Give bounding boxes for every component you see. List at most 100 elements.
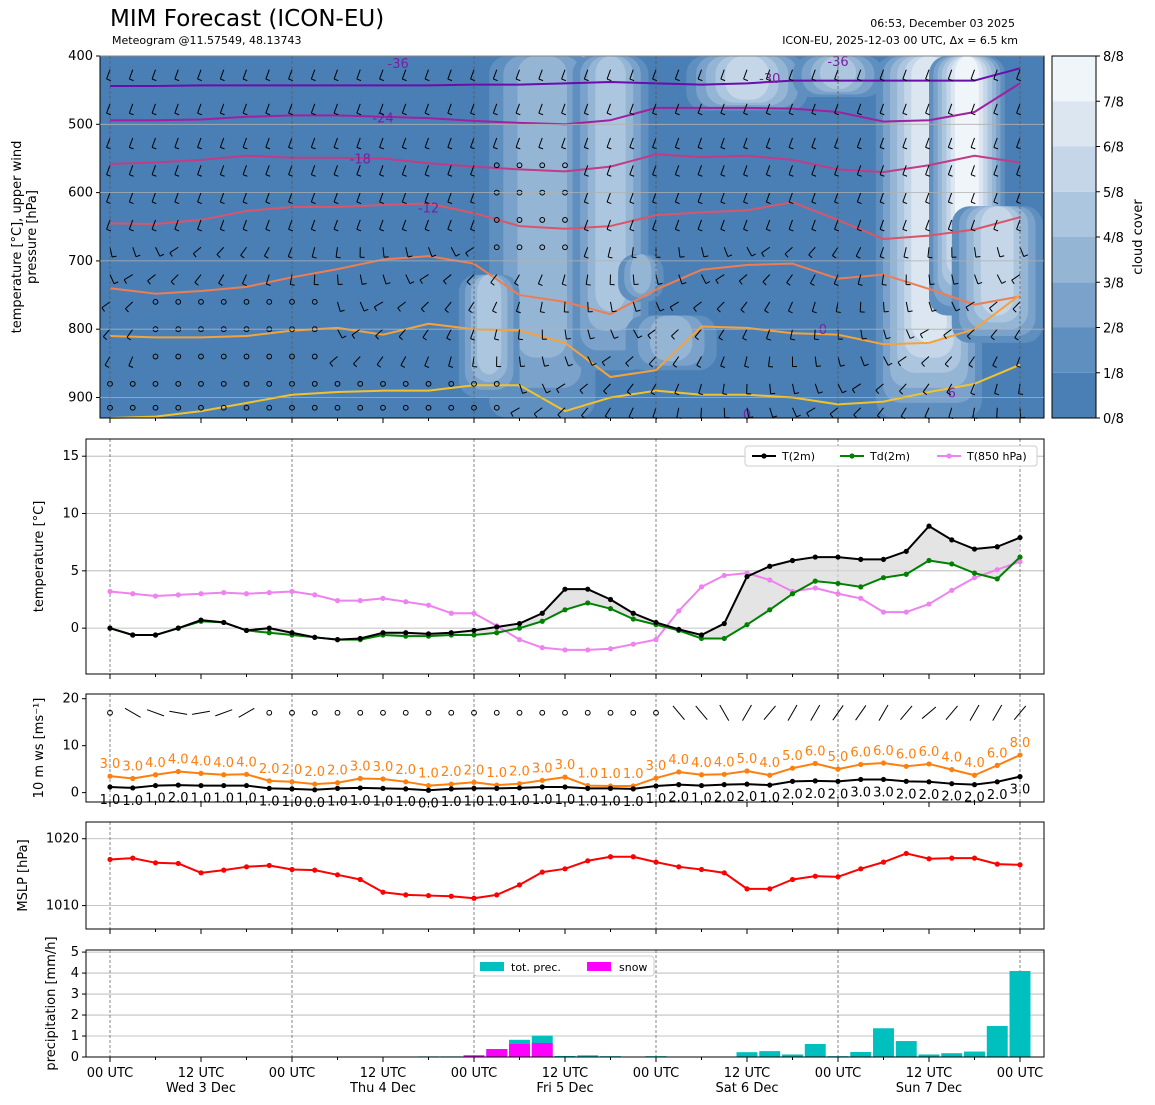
wind-barb	[541, 383, 547, 394]
mean-wind-data-label: 2.0	[737, 790, 758, 805]
wind-barb	[537, 274, 543, 284]
mean-wind-data-label: 0.0	[304, 796, 325, 811]
gust-data-label: 2.0	[327, 764, 348, 779]
wind-barb	[401, 219, 407, 230]
wind-barb-feather	[510, 412, 514, 417]
wind-barb	[765, 69, 771, 80]
wind-barb	[492, 301, 498, 312]
wind-barb	[216, 246, 225, 255]
calm-wind-circle	[289, 709, 295, 716]
wind-barb-feather	[748, 416, 754, 419]
wind-barb	[697, 137, 702, 148]
snow-bar	[486, 1049, 508, 1057]
series-td2m-point	[494, 630, 500, 636]
wind-barb-feather	[840, 364, 845, 367]
mean-wind-data-label: 1.0	[145, 792, 166, 807]
surface-wind-barb	[719, 704, 730, 721]
wind-barb	[674, 165, 680, 175]
calm-wind-circle	[334, 709, 341, 716]
surface-wind-barb	[742, 704, 752, 721]
wind-barb-feather	[788, 112, 794, 116]
wind-barb	[629, 137, 634, 148]
gust-data-label: 2.0	[304, 765, 325, 780]
tot-prec-bar	[804, 1043, 826, 1057]
wind-barb-feather	[490, 282, 495, 286]
wind-barb	[606, 219, 611, 230]
mean-wind-point	[107, 784, 113, 790]
mslp-point	[312, 867, 318, 873]
wind-barb	[784, 246, 793, 255]
gust-data-label: 6.0	[919, 745, 940, 760]
wind-barb-feather	[329, 362, 334, 367]
wind-barb-feather	[424, 146, 430, 150]
series-t850-point	[971, 575, 978, 581]
wind-barb-feather	[675, 112, 680, 116]
wind-barb-feather	[341, 335, 347, 339]
surface-wind-barb	[921, 706, 937, 719]
gust-data-label: 3.0	[373, 760, 394, 775]
wind-barb	[351, 328, 361, 336]
series-t850-point	[653, 637, 659, 643]
wind-barb-feather	[786, 282, 791, 286]
wind-barb	[583, 247, 589, 257]
wind-barb-feather	[818, 391, 823, 394]
prec-ytick-label: 3	[71, 987, 79, 1002]
surface-wind-barb	[832, 705, 844, 721]
mean-wind-data-label: 1.0	[555, 793, 576, 808]
calm-wind-circle	[539, 217, 546, 223]
wind-barb-feather	[857, 201, 862, 205]
series-td2m-point	[607, 606, 614, 612]
wind-barb	[674, 69, 680, 80]
wind-barb	[424, 165, 429, 175]
wind-barb	[356, 137, 361, 148]
mean-wind-data-label: 2.0	[828, 787, 849, 802]
wind-barb-feather	[681, 282, 687, 285]
wind-barb	[631, 247, 634, 258]
wind-barb	[444, 301, 452, 310]
mean-wind-data-label: 2.0	[919, 788, 940, 803]
wind-barb-feather	[242, 174, 248, 177]
wind-barb	[448, 356, 452, 367]
mean-wind-data-label: 1.0	[100, 793, 121, 808]
wind-barb-feather	[908, 310, 913, 313]
wind-barb	[356, 103, 361, 114]
legend-tot-prec-swatch	[480, 962, 504, 971]
wind-barb	[379, 219, 384, 230]
wind-barb-feather	[693, 307, 697, 312]
wind-barb	[632, 274, 635, 285]
wind-barb	[288, 192, 293, 203]
wind-barb-feather	[788, 310, 793, 314]
time-tick-label: 00 UTC	[633, 1066, 679, 1081]
series-t2m-point	[880, 556, 887, 562]
chart-title: MIM Forecast (ICON-EU)	[110, 6, 385, 32]
wind-barb	[151, 219, 156, 230]
series-t850-point	[152, 593, 159, 599]
wind-barb-feather	[311, 201, 316, 205]
wind-barb	[811, 165, 816, 175]
gust-data-label: 6.0	[896, 747, 917, 762]
wind-barb	[652, 137, 657, 148]
wind-barb-feather	[720, 201, 726, 205]
wind-barb	[465, 246, 475, 254]
wind-barb	[993, 165, 998, 175]
gust-point	[562, 774, 568, 780]
wind-barb	[811, 301, 816, 312]
wind-barb	[335, 247, 338, 258]
series-t2m-point	[926, 523, 932, 529]
wind-barb	[883, 301, 885, 312]
wind-barb	[765, 219, 771, 230]
wind-barb-feather	[629, 201, 635, 205]
wind-barb	[1016, 356, 1021, 367]
wind-barb-feather	[902, 78, 908, 82]
wind-barb-feather	[921, 362, 925, 367]
series-t2m-point	[471, 627, 477, 634]
wind-barb-feather	[356, 174, 362, 177]
wind-barb-feather	[584, 228, 589, 232]
wind-barb	[405, 274, 411, 284]
wind-barb	[925, 69, 930, 80]
wind-barb	[947, 69, 953, 80]
wind-barb	[925, 103, 930, 114]
wind-barb-feather	[465, 252, 469, 257]
wind-barb	[242, 219, 247, 230]
